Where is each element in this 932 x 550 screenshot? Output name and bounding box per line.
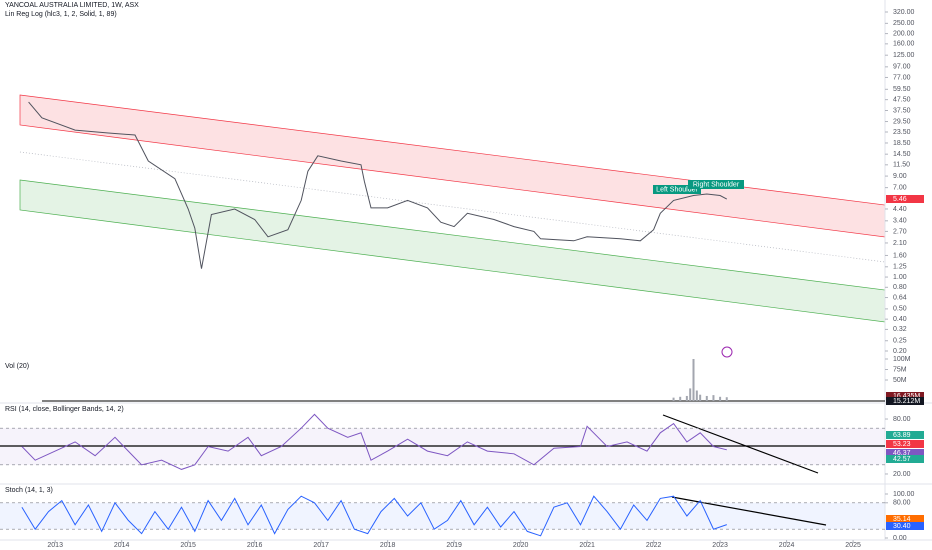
- volume-bar: [719, 396, 722, 401]
- volume-bar: [685, 395, 688, 401]
- y-tick-label: 2.10: [893, 240, 907, 247]
- volume-bar: [705, 395, 708, 401]
- y-tick-label: 0.32: [893, 326, 907, 333]
- y-tick-label: 160.00: [893, 41, 915, 48]
- y-tick-label: 11.50: [893, 162, 910, 169]
- y-tick-label: 97.00: [893, 64, 911, 71]
- y-tick-label: 23.50: [893, 129, 911, 136]
- volume-bar: [692, 359, 695, 401]
- indicator-title: Lin Reg Log (hlc3, 1, 2, Solid, 1, 89): [5, 11, 117, 18]
- annotation-box: [653, 185, 701, 194]
- value-tag: [886, 195, 924, 203]
- y-tick-label: 320.00: [893, 9, 915, 16]
- value-tag: [886, 440, 924, 448]
- y-tick-label: 0.20: [893, 348, 907, 355]
- x-tick-label: 2020: [513, 542, 529, 549]
- volume-bar: [712, 395, 715, 401]
- value-tag-label: 63.89: [893, 432, 911, 439]
- event-icon[interactable]: [721, 346, 733, 358]
- y-tick-label: 2.70: [893, 228, 907, 235]
- value-tag: [886, 515, 924, 523]
- y-tick-label: 37.50: [893, 107, 911, 114]
- y-tick-label: 1.00: [893, 274, 907, 281]
- volume-bar: [679, 396, 682, 401]
- y-tick-label: 80.00: [893, 500, 911, 507]
- value-tag: [886, 455, 924, 463]
- series-line: [28, 101, 728, 269]
- y-tick-label: 0.50: [893, 306, 907, 313]
- value-tag: [886, 522, 924, 530]
- series-line: [21, 413, 727, 470]
- y-tick-label: 80.00: [893, 416, 911, 423]
- annotation-box: [688, 180, 744, 189]
- x-tick-label: 2013: [47, 542, 63, 549]
- value-tag-label: 46.37: [893, 450, 911, 457]
- y-tick-label: 20.00: [893, 471, 911, 478]
- value-tag: [886, 392, 924, 400]
- volume-bar: [672, 397, 675, 401]
- y-tick-label: 50M: [893, 377, 907, 384]
- x-tick-label: 2015: [180, 542, 196, 549]
- y-tick-label: 1.60: [893, 252, 907, 259]
- y-tick-label: 1.25: [893, 264, 907, 271]
- x-tick-label: 2021: [579, 542, 595, 549]
- y-tick-label: 59.50: [893, 86, 911, 93]
- x-tick-label: 2025: [845, 542, 861, 549]
- volume-bar: [699, 394, 702, 401]
- y-tick-label: 75M: [893, 366, 907, 373]
- value-tag: [886, 449, 924, 457]
- value-tag: [886, 431, 924, 439]
- annotation: Right Shoulder: [693, 181, 740, 188]
- y-tick-label: 100M: [893, 356, 911, 363]
- y-tick-label: 250.00: [893, 20, 915, 27]
- x-tick-label: 2022: [646, 542, 662, 549]
- x-tick-label: 2023: [712, 542, 728, 549]
- y-tick-label: 47.50: [893, 96, 911, 103]
- y-tick-label: 9.00: [893, 173, 907, 180]
- y-tick-label: 14.50: [893, 151, 911, 158]
- volume-bar: [725, 397, 728, 401]
- y-tick-label: 4.40: [893, 206, 907, 213]
- x-tick-label: 2024: [779, 542, 795, 549]
- y-tick-label: 0.80: [893, 284, 907, 291]
- x-tick-label: 2014: [114, 542, 130, 549]
- y-tick-label: 7.00: [893, 184, 907, 191]
- y-tick-label: 18.50: [893, 140, 911, 147]
- annotation: Left Shoulder: [656, 186, 698, 193]
- volume-bar: [689, 388, 692, 401]
- value-tag-label: 15.212M: [893, 398, 920, 405]
- y-tick-label: 0.40: [893, 316, 907, 323]
- y-tick-label: 0.00: [893, 535, 907, 542]
- y-tick-label: 200.00: [893, 30, 915, 37]
- regression-line: [19, 151, 886, 263]
- y-tick-label: 0.64: [893, 294, 907, 301]
- y-tick-label: 125.00: [893, 52, 915, 59]
- y-tick-label: 0.25: [893, 338, 907, 345]
- series-line: [21, 495, 727, 537]
- y-tick-label: 29.50: [893, 118, 911, 125]
- pane-title: Vol (20): [5, 363, 29, 370]
- x-tick-label: 2018: [380, 542, 396, 549]
- volume-bar: [695, 390, 698, 401]
- pane-title: RSI (14, close, Bollinger Bands, 14, 2): [5, 406, 124, 413]
- stoch-trendline: [671, 496, 827, 526]
- value-tag-label: 16.435M: [893, 393, 920, 400]
- rsi-trendline: [662, 414, 819, 474]
- pane-title: Stoch (14, 1, 3): [5, 487, 53, 494]
- value-tag-label: 53.23: [893, 441, 911, 448]
- value-tag-label: 30.40: [893, 523, 911, 530]
- x-tick-label: 2019: [446, 542, 462, 549]
- y-tick-label: 100.00: [893, 491, 915, 498]
- value-tag-label: 35.14: [893, 516, 911, 523]
- symbol-title: YANCOAL AUSTRALIA LIMITED, 1W, ASX: [5, 2, 139, 9]
- value-tag-label: 42.57: [893, 456, 911, 463]
- y-tick-label: 77.00: [893, 74, 911, 81]
- x-tick-label: 2016: [247, 542, 263, 549]
- y-tick-label: 3.40: [893, 218, 907, 225]
- value-tag: [886, 397, 924, 405]
- x-tick-label: 2017: [313, 542, 329, 549]
- value-tag-label: 5.46: [893, 196, 907, 203]
